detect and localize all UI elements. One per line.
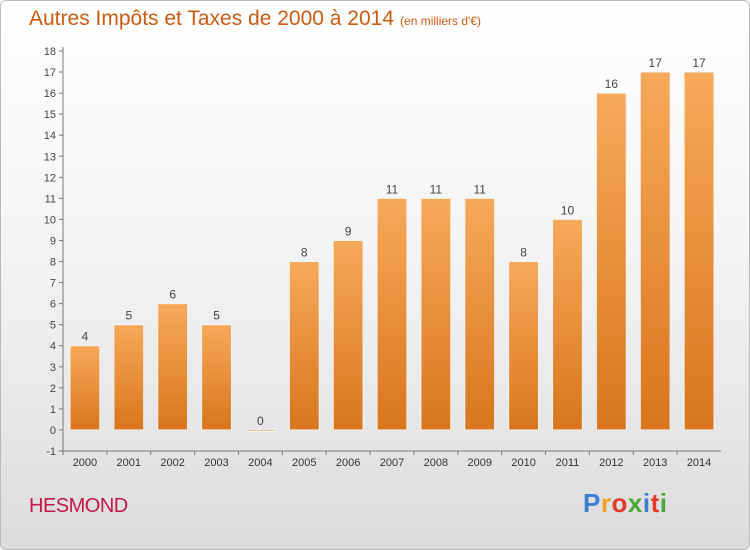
y-tick-label: 12	[44, 172, 56, 184]
value-label: 6	[169, 288, 176, 302]
x-tick-label: 2007	[380, 457, 404, 469]
bar	[464, 197, 496, 431]
value-label: 17	[649, 56, 663, 70]
value-label: 4	[82, 330, 89, 344]
value-label: 16	[605, 77, 619, 91]
y-tick-label: 11	[45, 193, 56, 205]
bar	[639, 71, 671, 431]
bar	[201, 324, 232, 431]
y-tick-label: 3	[50, 362, 56, 374]
y-tick-label: 7	[50, 278, 56, 290]
value-label: 9	[345, 224, 352, 238]
logo-letter: i	[642, 488, 651, 518]
y-tick-label: 9	[50, 235, 56, 247]
value-label: 11	[430, 182, 443, 196]
y-tick-label: 17	[44, 67, 56, 79]
y-tick-label: 18	[44, 46, 56, 58]
y-tick-label: 5	[50, 320, 56, 332]
logo-letter: t	[650, 488, 660, 518]
y-tick-label: 8	[50, 257, 56, 269]
x-tick-label: 2010	[511, 457, 535, 469]
bar	[376, 197, 408, 431]
y-tick-label: 4	[50, 341, 56, 353]
y-tick-label: 16	[44, 88, 56, 100]
y-tick-label: 6	[50, 299, 56, 311]
y-tick-label: 15	[44, 109, 56, 121]
value-label: 5	[213, 309, 220, 323]
bar	[683, 71, 715, 431]
x-tick-label: 2004	[248, 457, 272, 469]
x-tick-label: 2009	[467, 457, 491, 469]
x-tick-label: 2000	[73, 457, 97, 469]
x-tick-label: 2011	[556, 457, 580, 469]
plot-area: -101234567891011121314151617184200052001…	[44, 46, 721, 469]
bar	[288, 261, 320, 431]
value-label: 11	[386, 182, 399, 196]
logo-letter: x	[627, 488, 643, 518]
value-label: 10	[561, 203, 575, 217]
y-tick-label: 10	[44, 214, 56, 226]
x-tick-label: 2005	[292, 457, 316, 469]
x-tick-label: 2012	[599, 457, 623, 469]
proxiti-logo: Proxiti	[583, 488, 667, 519]
logo-letter: i	[659, 488, 668, 518]
value-label: 8	[301, 246, 308, 260]
x-tick-label: 2013	[643, 457, 667, 469]
bar	[332, 239, 364, 431]
x-tick-label: 2001	[117, 457, 141, 469]
logo-letter: o	[611, 488, 628, 518]
value-label: 17	[692, 56, 706, 70]
y-tick-label: 1	[50, 404, 56, 416]
bar	[113, 324, 145, 431]
y-tick-label: -1	[46, 446, 56, 458]
x-tick-label: 2002	[160, 457, 184, 469]
x-tick-label: 2006	[336, 457, 360, 469]
value-label: 5	[125, 309, 132, 323]
chart-title: Autres Impôts et Taxes de 2000 à 2014 (en…	[29, 7, 481, 31]
logo-letter: r	[600, 488, 612, 518]
chart-subtitle: (en milliers d'€)	[400, 14, 482, 28]
title-text: Autres Impôts et Taxes de 2000 à 2014	[29, 7, 395, 30]
x-tick-label: 2008	[424, 457, 448, 469]
y-tick-label: 0	[50, 425, 56, 437]
bar	[552, 218, 583, 431]
logo-letter: P	[583, 488, 601, 518]
x-tick-label: 2014	[687, 457, 711, 469]
bar	[69, 345, 101, 431]
bar	[420, 197, 452, 431]
bar	[244, 429, 276, 432]
commune-name: HESMOND	[29, 495, 128, 517]
x-tick-label: 2003	[204, 457, 228, 469]
bar	[595, 92, 627, 431]
value-label: 8	[520, 246, 527, 260]
value-label: 11	[473, 182, 486, 196]
bar	[157, 303, 189, 431]
y-tick-label: 13	[44, 151, 56, 163]
bar	[508, 261, 540, 431]
y-tick-label: 2	[50, 383, 56, 395]
value-label: 0	[257, 414, 264, 428]
y-tick-label: 14	[44, 130, 56, 142]
